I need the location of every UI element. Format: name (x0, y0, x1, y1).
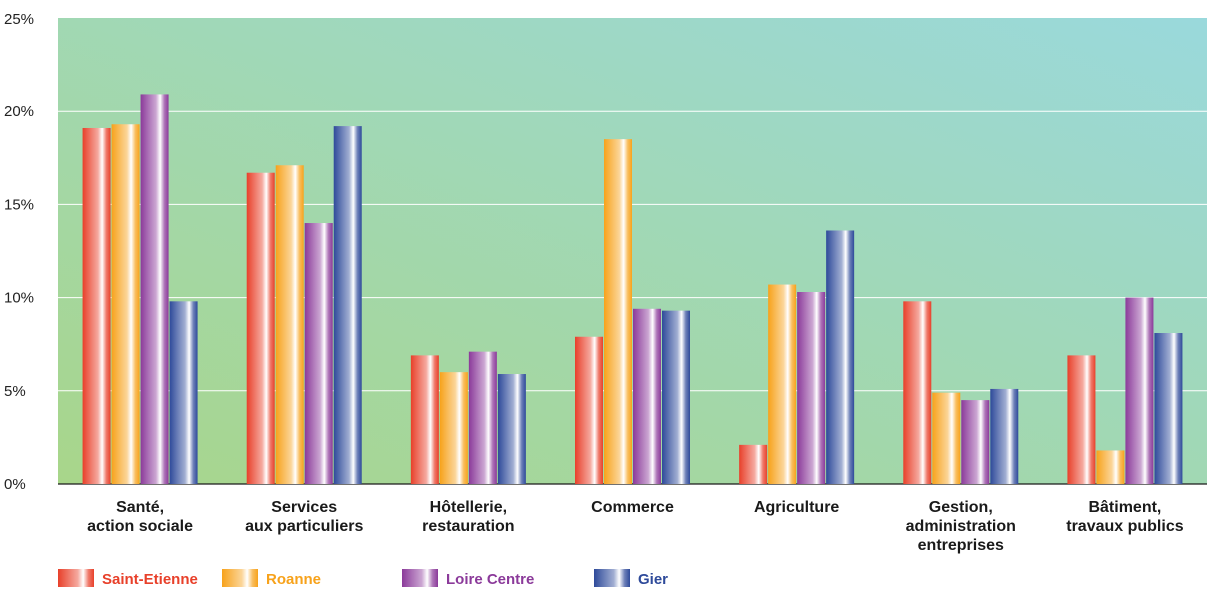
legend-label: Saint-Etienne (102, 571, 198, 588)
bar-loire-centre (140, 94, 169, 484)
bar-gier (826, 230, 855, 484)
x-axis: Santé, action sociale Services aux particul… (87, 499, 1184, 554)
bar-gier (990, 388, 1019, 484)
y-tick-label: 15% (4, 196, 34, 213)
bar-roanne (275, 165, 304, 485)
legend-swatch (222, 569, 258, 587)
x-tick-label: Bâtiment, travaux publics (1066, 499, 1183, 535)
legend-label: Loire Centre (446, 571, 534, 588)
bar-roanne (768, 284, 797, 484)
bar-saint-etienne (1067, 355, 1096, 484)
x-tick-label: Gestion, administration entreprises (906, 499, 1016, 554)
bar-loire-centre (797, 292, 826, 484)
legend-label: Roanne (266, 571, 321, 588)
legend: Saint-Etienne Roanne Loire Centre Gier (58, 569, 668, 588)
bar-saint-etienne (246, 172, 275, 484)
x-tick-label: Santé, action sociale (87, 499, 193, 535)
y-tick-label: 20% (4, 103, 34, 120)
x-tick-label: Agriculture (754, 499, 839, 516)
bar-roanne (1096, 450, 1125, 484)
bar-saint-etienne (903, 301, 932, 484)
bar-loire-centre (468, 351, 497, 484)
bar-roanne (439, 372, 468, 484)
legend-swatch (402, 569, 438, 587)
x-tick-label: Commerce (591, 499, 674, 516)
x-tick-label: Services aux particuliers (245, 499, 363, 535)
bar-gier (333, 126, 362, 484)
y-tick-label: 0% (4, 476, 26, 493)
y-tick-label: 10% (4, 290, 34, 307)
bar-gier (1154, 333, 1183, 484)
legend-label: Gier (638, 571, 668, 588)
bar-loire-centre (961, 400, 990, 484)
legend-swatch (58, 569, 94, 587)
bar-saint-etienne (410, 355, 439, 484)
x-tick-label: Hôtellerie, restauration (422, 499, 514, 535)
bar-loire-centre (1125, 297, 1154, 484)
plot-background (58, 18, 1207, 484)
legend-swatch (594, 569, 630, 587)
bar-saint-etienne (739, 444, 768, 484)
bar-loire-centre (633, 308, 661, 484)
bar-loire-centre (304, 223, 333, 485)
bar-saint-etienne (82, 127, 111, 484)
bar-roanne (111, 124, 140, 485)
y-tick-label: 5% (4, 383, 26, 400)
bar-roanne (604, 139, 632, 484)
bars (82, 94, 1183, 485)
bar-gier (497, 374, 526, 484)
bar-gier (662, 310, 690, 484)
bar-roanne (932, 392, 961, 484)
bar-gier (169, 301, 198, 484)
bar-saint-etienne (575, 336, 603, 484)
y-tick-label: 25% (4, 11, 34, 28)
